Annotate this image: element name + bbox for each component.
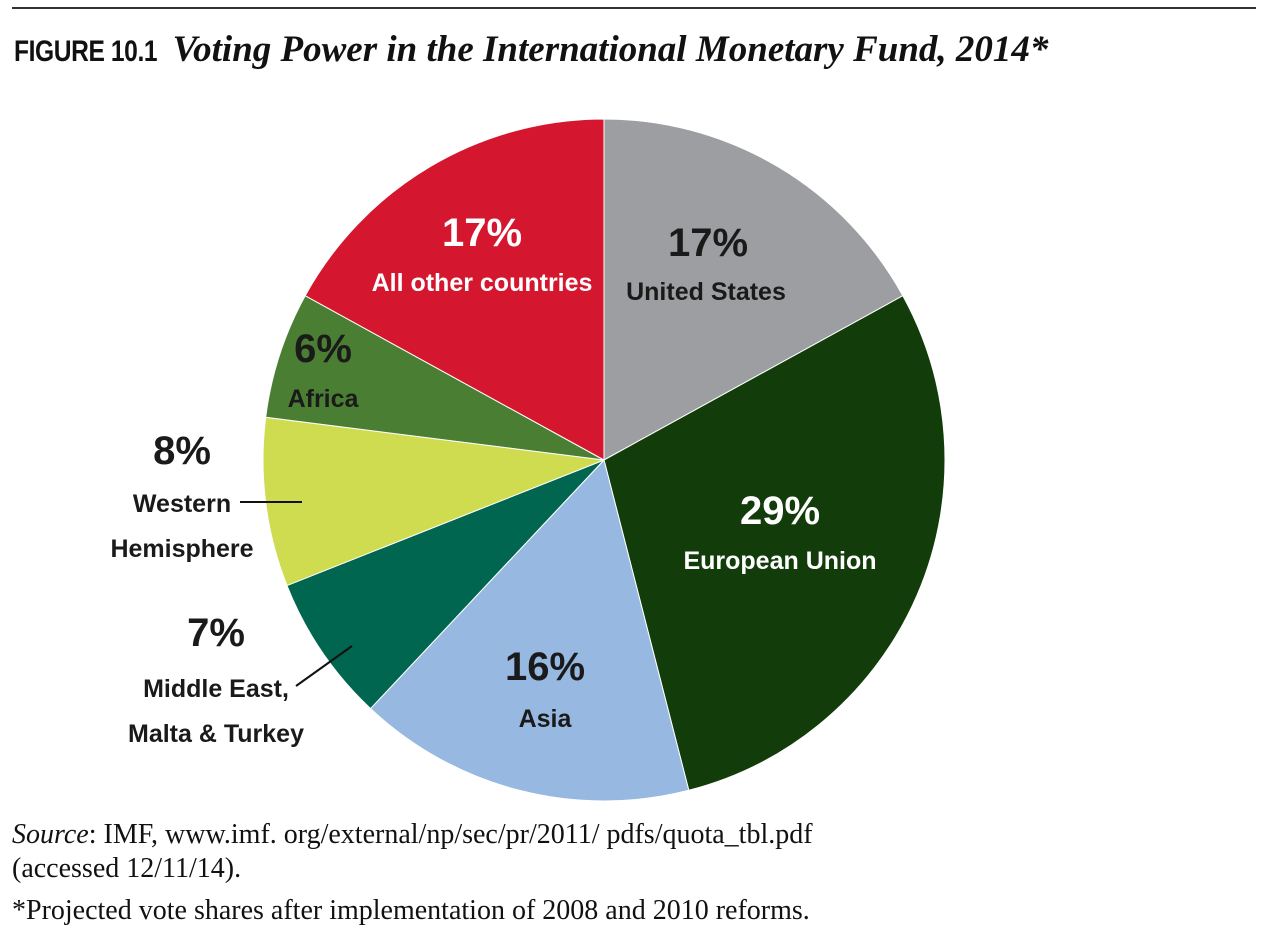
- pie-slice-all-other-countries: [304, 118, 605, 461]
- pct-label-all-other: 17%: [442, 211, 522, 255]
- figure-title-block: FIGURE 10.1 Voting Power in the Internat…: [14, 28, 1048, 71]
- name-label-european-union: European Union: [683, 547, 876, 575]
- pct-label-united-states: 17%: [668, 221, 748, 265]
- name-label-asia: Asia: [519, 705, 573, 733]
- pct-label-european-union: 29%: [740, 489, 820, 533]
- chart-notes: Source: IMF, www.imf. org/external/np/se…: [12, 818, 813, 928]
- pct-label-asia: 16%: [505, 645, 585, 689]
- name-label-middle-east-line1: Middle East,: [143, 675, 289, 703]
- name-label-united-states: United States: [626, 278, 786, 306]
- name-label-western-hemisphere-line1: Western: [133, 490, 231, 518]
- source-label: Source: [12, 819, 89, 850]
- source-text: : IMF, www.imf. org/external/np/sec/pr/2…: [88, 819, 813, 850]
- name-label-africa: Africa: [288, 385, 360, 413]
- leader-lines: [240, 501, 353, 687]
- pie-slice-european-union: [603, 295, 946, 791]
- pie-slice-united-states: [603, 118, 904, 461]
- pie-slices: [262, 118, 946, 802]
- top-rule: [12, 7, 1256, 9]
- name-label-middle-east-line2: Malta & Turkey: [128, 720, 304, 748]
- name-label-all-other: All other countries: [372, 269, 593, 297]
- footnote: *Projected vote shares after implementat…: [12, 895, 810, 926]
- pie-labels: 17% United States 29% European Union 16%…: [110, 211, 876, 748]
- source-note-line2: (accessed 12/11/14).: [12, 853, 242, 884]
- pct-label-africa: 6%: [294, 327, 352, 371]
- pct-label-western-hemisphere: 8%: [153, 429, 211, 473]
- leader-line-middle-east: [295, 645, 353, 687]
- name-label-western-hemisphere-line2: Hemisphere: [110, 535, 253, 563]
- pct-label-middle-east: 7%: [187, 611, 245, 655]
- source-note: Source: IMF, www.imf. org/external/np/se…: [12, 818, 813, 852]
- pie-slice-asia: [369, 458, 690, 802]
- figure-title: Voting Power in the International Moneta…: [172, 29, 1049, 70]
- pie-slice-africa: [265, 295, 605, 461]
- pie-slice-middle-east-malta-turkey: [286, 459, 605, 710]
- figure-label: FIGURE 10.1: [14, 35, 158, 68]
